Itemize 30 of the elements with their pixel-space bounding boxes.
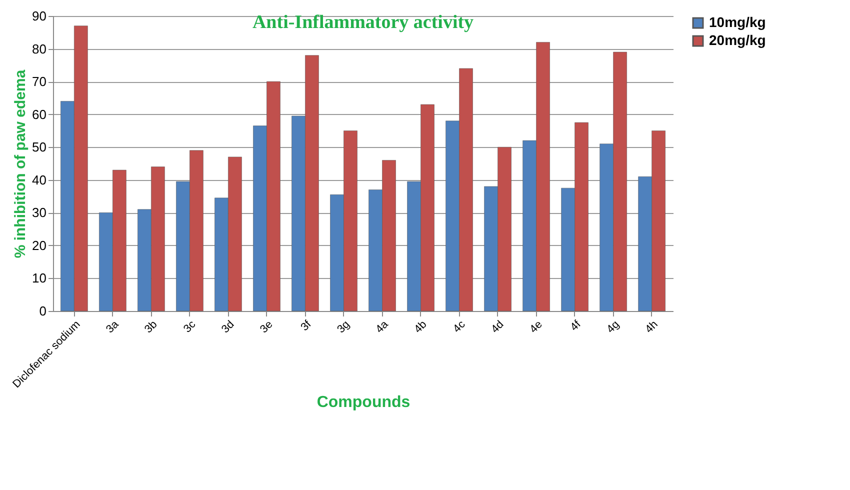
- x-tick-label: 4c: [451, 318, 468, 336]
- y-axis-title: % inhibition of paw edema: [12, 69, 30, 258]
- y-tick-label: 70: [32, 74, 46, 90]
- x-tick-label: 3f: [298, 318, 314, 334]
- y-tick-label: 60: [32, 106, 46, 122]
- x-tick-label: 4e: [528, 318, 545, 336]
- x-tick-label: 4f: [568, 318, 584, 334]
- x-tick-label: 4d: [489, 318, 506, 336]
- x-tick-label: 3c: [181, 318, 199, 336]
- x-tick-label: 4a: [374, 318, 392, 336]
- x-tick-label: 3e: [258, 318, 276, 336]
- y-tick-label: 40: [32, 172, 46, 188]
- y-tick-label: 90: [32, 8, 46, 24]
- x-tick-label: 4b: [412, 318, 430, 336]
- legend-label: 10mg/kg: [709, 14, 766, 30]
- x-tick-label: 3a: [104, 318, 122, 336]
- x-tick-label: 4h: [643, 318, 660, 336]
- chart-title: Anti-Inflammatory activity: [252, 12, 474, 33]
- x-tick-label: 4g: [604, 318, 622, 336]
- x-tick-label: 3g: [335, 318, 352, 336]
- y-tick-label: 80: [32, 41, 46, 56]
- x-tick-label: 3d: [220, 318, 237, 336]
- y-tick-label: 50: [32, 140, 46, 155]
- x-axis-title: Compounds: [316, 394, 410, 411]
- y-tick-label: 20: [32, 238, 46, 253]
- x-tick-label: 3b: [142, 318, 160, 336]
- y-tick-label: 30: [32, 205, 46, 220]
- y-tick-label: 0: [39, 304, 46, 318]
- y-tick-label: 10: [32, 270, 46, 286]
- legend-label: 20mg/kg: [709, 32, 766, 48]
